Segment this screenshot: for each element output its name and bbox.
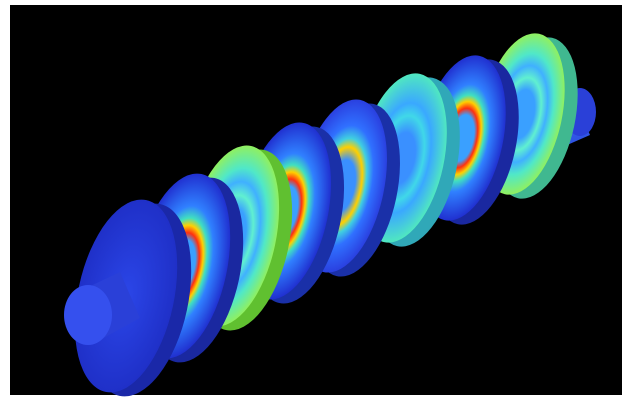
shaft-stub-end (64, 285, 112, 345)
render-image (0, 0, 629, 411)
page (0, 0, 629, 411)
